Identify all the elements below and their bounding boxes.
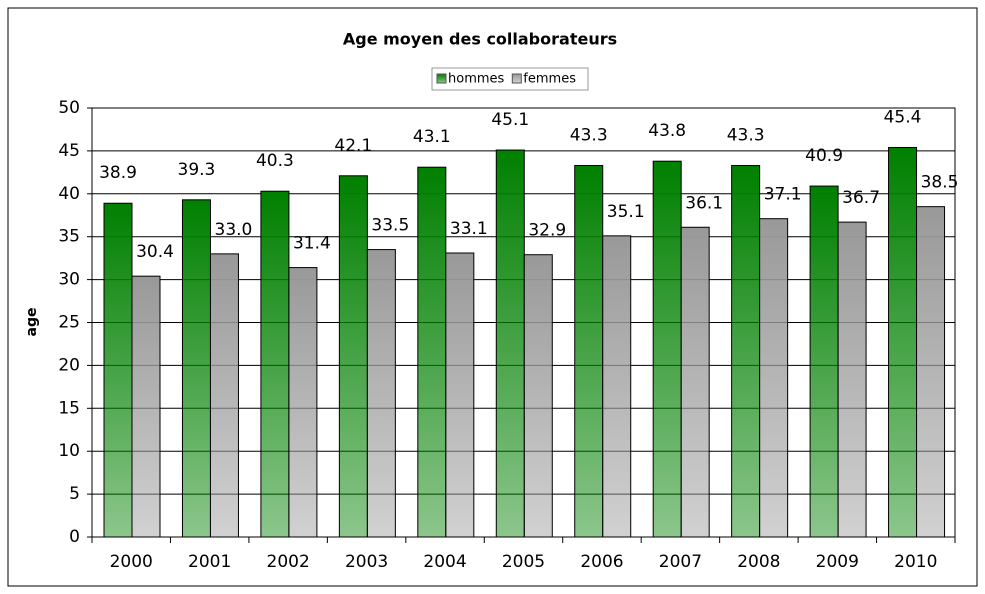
data-label: 33.5 [371,216,409,236]
x-tick-label: 2004 [423,552,466,572]
y-tick-label: 40 [58,184,80,204]
bar [731,164,761,538]
bar [260,190,290,538]
legend-box [431,67,589,91]
y-tick-label: 5 [69,484,80,504]
bar [181,199,211,538]
data-label: 38.5 [921,173,959,193]
data-label: 33.1 [450,219,488,239]
legend: hommes femmes [431,67,589,91]
y-axis-label: age [24,308,40,337]
bar [417,166,447,538]
data-label: 45.1 [491,110,529,130]
data-label: 43.3 [570,125,608,145]
legend-label: hommes [448,72,505,87]
bar [602,235,632,538]
data-label: 37.1 [764,185,802,205]
y-tick-label: 10 [58,441,80,461]
data-label: 43.8 [648,121,686,141]
chart-title: Age moyen des collaborateurs [343,30,617,49]
bar [103,202,133,538]
data-label: 33.0 [215,220,253,240]
bar [574,164,604,538]
data-label: 35.1 [607,202,645,222]
y-tick-label: 45 [58,141,80,161]
bar [288,267,318,538]
y-tick-label: 15 [58,398,80,418]
legend-swatch [436,73,447,84]
data-label: 39.3 [178,160,216,180]
x-tick-label: 2002 [267,552,310,572]
y-tick-label: 35 [58,227,80,247]
bar [495,149,525,538]
x-tick-label: 2003 [345,552,388,572]
bar [652,160,682,538]
data-label: 30.4 [136,242,174,262]
bar [888,146,918,538]
y-tick-label: 20 [58,355,80,375]
data-label: 36.7 [842,188,880,208]
legend-label: femmes [523,72,576,87]
data-label: 36.1 [685,193,723,213]
data-label: 43.1 [413,127,451,147]
x-tick-label: 2009 [816,552,859,572]
bar [680,226,710,538]
x-tick-label: 2007 [659,552,702,572]
bar [131,275,161,538]
x-tick-label: 2000 [110,552,153,572]
y-tick-label: 50 [58,98,80,118]
data-label: 42.1 [334,136,372,156]
bar [338,175,368,538]
data-label: 40.3 [256,151,294,171]
data-label: 32.9 [528,221,566,241]
x-tick-label: 2005 [502,552,545,572]
bar [366,249,396,538]
x-tick-label: 2001 [188,552,231,572]
bar [523,254,553,538]
data-label: 31.4 [293,234,331,254]
bar [445,252,475,538]
y-tick-label: 30 [58,270,80,290]
x-tick-label: 2008 [737,552,780,572]
bar [209,253,239,538]
data-label: 38.9 [99,163,137,183]
data-label: 45.4 [884,107,922,127]
y-tick-label: 0 [69,527,80,547]
bar [916,206,946,538]
bar [809,185,839,538]
x-tick-label: 2010 [894,552,937,572]
x-tick-label: 2006 [580,552,623,572]
y-tick-label: 25 [58,313,80,333]
bar [837,221,867,538]
legend-swatch [511,73,522,84]
bar [759,218,789,538]
data-label: 43.3 [727,125,765,145]
data-label: 40.9 [805,146,843,166]
